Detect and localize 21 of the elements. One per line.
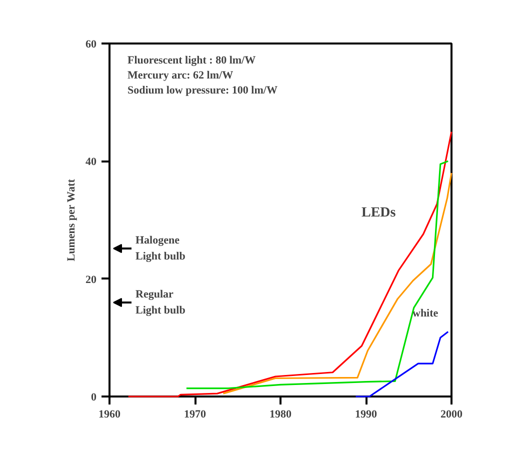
annotation: Halogene Light bulb	[136, 234, 186, 262]
line-series	[354, 330, 449, 398]
y-tick-label: 20	[86, 274, 97, 286]
x-tick-label: 1970	[184, 408, 206, 420]
y-tick-label: 40	[86, 156, 97, 168]
annotation: LEDs	[362, 206, 396, 220]
annotation: Regular Light bulb	[136, 288, 186, 316]
annotation: Sodium low pressure: 100 lm/W	[128, 84, 278, 96]
line-series	[186, 160, 449, 390]
x-tick-label: 1980	[270, 408, 292, 420]
line-series	[222, 172, 452, 394]
annotation: white	[412, 308, 438, 320]
x-tick-label: 1960	[98, 408, 121, 420]
x-tick-label: 2000	[440, 408, 463, 420]
x-tick-label: 1990	[355, 408, 378, 420]
y-tick-label: 60	[86, 38, 97, 50]
y-axis-title: Lumens per Watt	[66, 178, 78, 262]
line-series	[128, 130, 452, 398]
y-tick-label: 0	[91, 392, 97, 404]
annotation: Mercury arc: 62 lm/W	[128, 70, 234, 82]
annotation: Fluorescent light : 80 lm/W	[128, 54, 256, 66]
